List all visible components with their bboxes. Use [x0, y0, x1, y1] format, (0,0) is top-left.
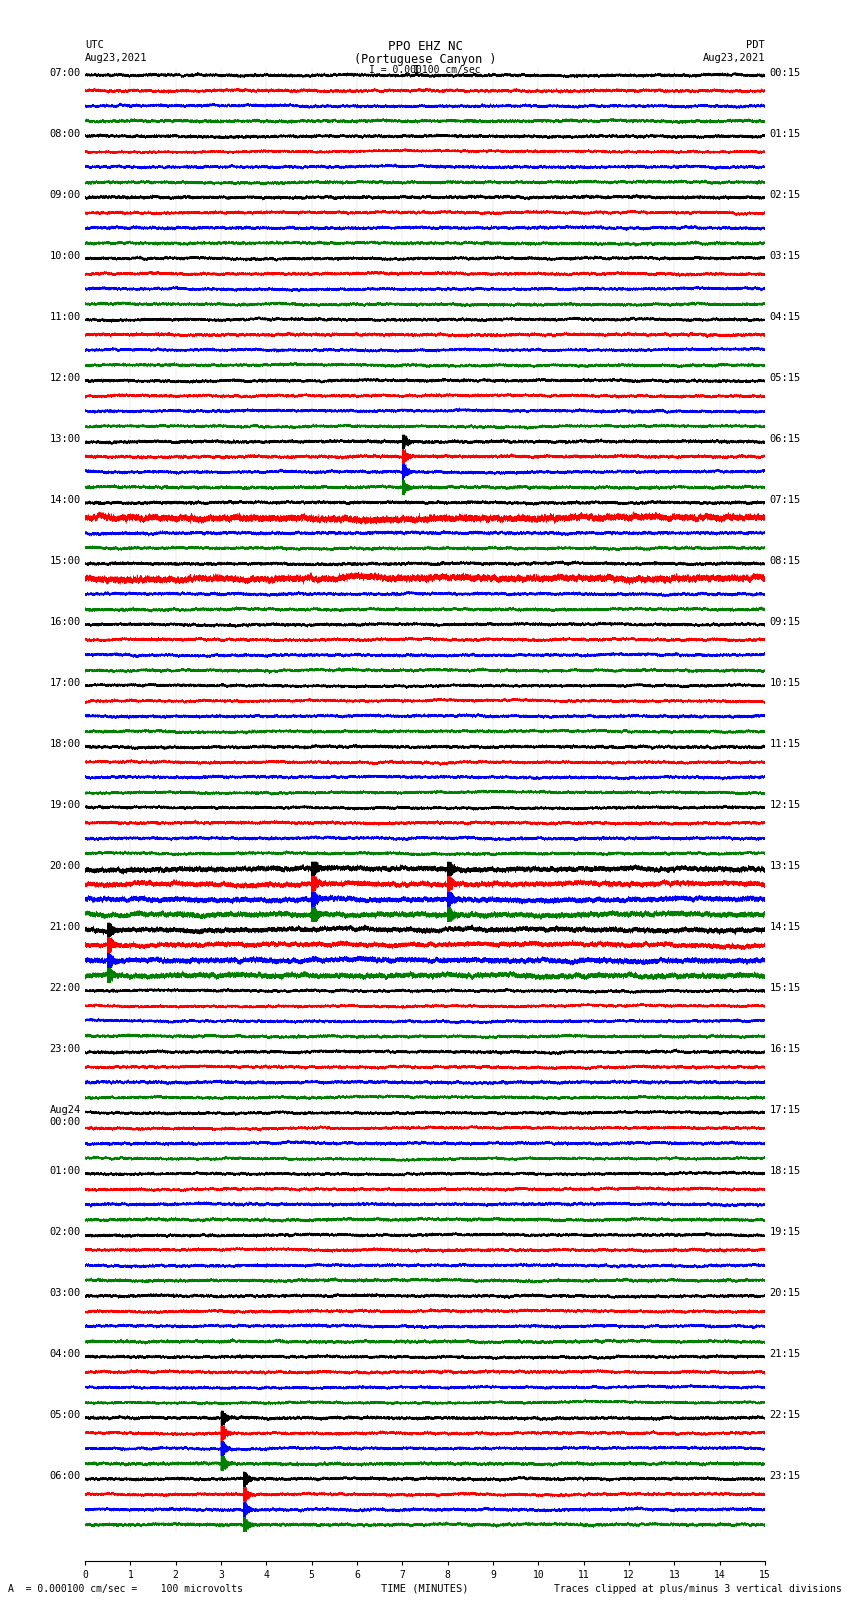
Text: 20:15: 20:15	[769, 1289, 801, 1298]
Text: 12:00: 12:00	[49, 373, 81, 382]
Text: 18:15: 18:15	[769, 1166, 801, 1176]
Text: 22:00: 22:00	[49, 984, 81, 994]
Text: 01:15: 01:15	[769, 129, 801, 139]
Text: 21:00: 21:00	[49, 923, 81, 932]
Text: A  = 0.000100 cm/sec =    100 microvolts: A = 0.000100 cm/sec = 100 microvolts	[8, 1584, 243, 1594]
Text: UTC: UTC	[85, 40, 104, 50]
Text: 03:00: 03:00	[49, 1289, 81, 1298]
Text: 04:15: 04:15	[769, 311, 801, 323]
Text: 23:00: 23:00	[49, 1044, 81, 1055]
Text: 16:00: 16:00	[49, 618, 81, 627]
Text: 07:15: 07:15	[769, 495, 801, 505]
Text: 19:00: 19:00	[49, 800, 81, 810]
Text: PDT: PDT	[746, 40, 765, 50]
Text: 05:15: 05:15	[769, 373, 801, 382]
Text: 13:00: 13:00	[49, 434, 81, 444]
Text: 04:00: 04:00	[49, 1350, 81, 1360]
Text: 15:00: 15:00	[49, 556, 81, 566]
Text: 14:00: 14:00	[49, 495, 81, 505]
Text: 11:00: 11:00	[49, 311, 81, 323]
Text: (Portuguese Canyon ): (Portuguese Canyon )	[354, 53, 496, 66]
Text: 15:15: 15:15	[769, 984, 801, 994]
Text: Aug24
00:00: Aug24 00:00	[49, 1105, 81, 1127]
Text: 17:15: 17:15	[769, 1105, 801, 1115]
Text: 10:15: 10:15	[769, 677, 801, 689]
Text: 19:15: 19:15	[769, 1227, 801, 1237]
Text: 13:15: 13:15	[769, 861, 801, 871]
Text: 08:15: 08:15	[769, 556, 801, 566]
Text: I: I	[413, 65, 420, 74]
Text: 02:15: 02:15	[769, 190, 801, 200]
Text: 12:15: 12:15	[769, 800, 801, 810]
Text: 14:15: 14:15	[769, 923, 801, 932]
Text: 22:15: 22:15	[769, 1410, 801, 1421]
Text: 08:00: 08:00	[49, 129, 81, 139]
Text: Traces clipped at plus/minus 3 vertical divisions: Traces clipped at plus/minus 3 vertical …	[553, 1584, 842, 1594]
Text: 20:00: 20:00	[49, 861, 81, 871]
Text: 18:00: 18:00	[49, 739, 81, 748]
Text: 02:00: 02:00	[49, 1227, 81, 1237]
Text: Aug23,2021: Aug23,2021	[85, 53, 148, 63]
Text: 06:00: 06:00	[49, 1471, 81, 1481]
Text: 06:15: 06:15	[769, 434, 801, 444]
Text: 17:00: 17:00	[49, 677, 81, 689]
Text: 10:00: 10:00	[49, 252, 81, 261]
Text: PPO EHZ NC: PPO EHZ NC	[388, 40, 462, 53]
Text: 11:15: 11:15	[769, 739, 801, 748]
Text: 07:00: 07:00	[49, 68, 81, 77]
Text: 09:15: 09:15	[769, 618, 801, 627]
Text: 05:00: 05:00	[49, 1410, 81, 1421]
Text: 00:15: 00:15	[769, 68, 801, 77]
Text: Aug23,2021: Aug23,2021	[702, 53, 765, 63]
Text: I = 0.000100 cm/sec: I = 0.000100 cm/sec	[369, 65, 481, 74]
Text: 09:00: 09:00	[49, 190, 81, 200]
Text: 21:15: 21:15	[769, 1350, 801, 1360]
Text: 03:15: 03:15	[769, 252, 801, 261]
Text: 16:15: 16:15	[769, 1044, 801, 1055]
Text: 23:15: 23:15	[769, 1471, 801, 1481]
Text: 01:00: 01:00	[49, 1166, 81, 1176]
X-axis label: TIME (MINUTES): TIME (MINUTES)	[382, 1584, 468, 1594]
